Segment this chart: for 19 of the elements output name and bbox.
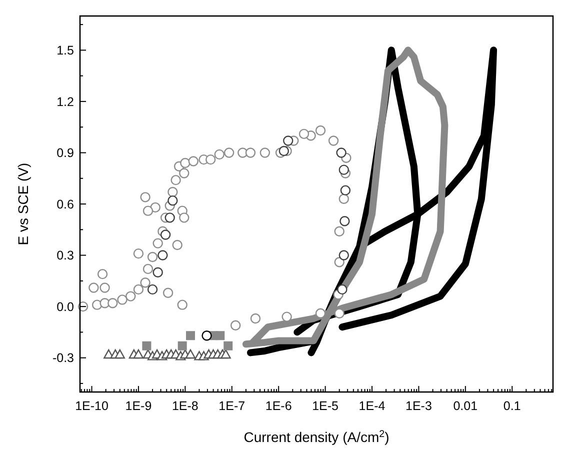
x-tick-label: 1E-4 xyxy=(358,399,386,413)
x-axis-title: Current density (A/cm$^{2}$) xyxy=(244,428,390,445)
x-tick-label: 1E-7 xyxy=(218,399,246,413)
y-tick-label: 0.0 xyxy=(56,300,74,314)
x-tick-label: 1E-5 xyxy=(312,399,339,413)
x-tick-label: 1E-6 xyxy=(265,399,292,413)
y-tick-label: 1.2 xyxy=(56,94,74,109)
x-tick-label: 0.1 xyxy=(503,399,521,413)
y-tick-label: -0.3 xyxy=(52,351,74,366)
y-tick-label: 0.6 xyxy=(56,197,74,212)
x-tick-label: 1E-10 xyxy=(75,399,108,413)
y-axis-title: E vs SCE (V) xyxy=(15,162,31,246)
y-tick-label: 0.9 xyxy=(56,146,74,160)
y-tick-label: 1.5 xyxy=(56,44,74,58)
x-tick-label: 1E-9 xyxy=(125,399,152,413)
x-tick-label: 1E-8 xyxy=(172,399,198,413)
x-tick-label: 0.01 xyxy=(453,399,478,413)
y-tick-label: 0.3 xyxy=(56,248,74,263)
x-tick-label: 1E-3 xyxy=(406,399,432,413)
